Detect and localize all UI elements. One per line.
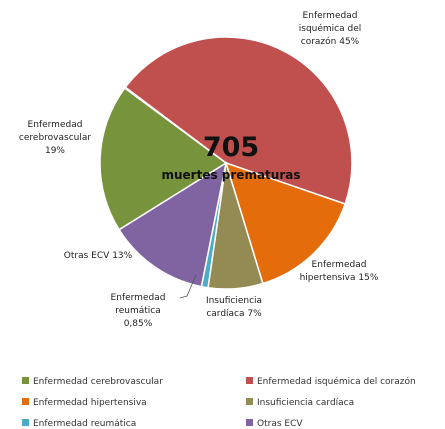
label-value: 15% — [358, 273, 379, 283]
legend-swatch — [246, 398, 253, 405]
label-category: Enfermedad isquémica del corazón — [298, 11, 362, 47]
legend-item: Enfermedad isquémica del corazón — [246, 377, 416, 387]
legend-item: Enfermedad hipertensiva — [22, 398, 147, 408]
leader-line — [179, 274, 197, 299]
pie-slice — [224, 161, 347, 285]
legend-item: Enfermedad reumática — [22, 419, 136, 429]
label-category: Enfermedad reumática — [110, 293, 166, 316]
legend-swatch — [22, 419, 29, 426]
legend-label: Insuficiencia cardíaca — [257, 398, 355, 408]
label-category: Enfermedad hipertensiva — [299, 260, 367, 283]
label-value: 19% — [44, 146, 65, 156]
data-label: Insuficiencia cardíaca 7% — [188, 295, 280, 321]
data-label: Enfermedad reumática 0,85% — [100, 292, 176, 331]
label-value: 13% — [112, 251, 133, 261]
legend-item: Otras ECV — [246, 419, 303, 429]
center-value: 705 — [202, 132, 260, 163]
label-category: Enfermedad cerebrovascular — [18, 120, 92, 143]
legend-swatch — [22, 377, 29, 384]
label-value: 45% — [339, 37, 360, 47]
data-label: Enfermedad isquémica del corazón 45% — [282, 10, 378, 49]
pie-slice — [99, 87, 228, 231]
data-label: Otras ECV 13% — [40, 250, 156, 263]
legend-label: Enfermedad hipertensiva — [33, 398, 147, 408]
legend-label: Enfermedad isquémica del corazón — [257, 377, 416, 387]
label-category: Insuficiencia cardíaca — [205, 296, 263, 319]
legend-label: Enfermedad reumática — [33, 419, 137, 429]
data-label: Enfermedad hipertensiva 15% — [296, 259, 382, 285]
legend-label: Otras ECV — [257, 419, 303, 429]
data-label: Enfermedad cerebrovascular 19% — [8, 119, 102, 158]
pie-slice — [124, 36, 353, 205]
legend-item: Insuficiencia cardíaca — [246, 398, 354, 408]
label-value: 7% — [247, 309, 262, 319]
center-subtitle: muertes prematuras — [161, 168, 301, 182]
pie-slice — [118, 161, 228, 288]
label-value: 0,85% — [123, 319, 153, 329]
legend-swatch — [246, 377, 253, 384]
label-category: Otras ECV — [63, 251, 110, 261]
legend-swatch — [246, 419, 253, 426]
legend-label: Enfermedad cerebrovascular — [33, 377, 163, 387]
legend-swatch — [22, 398, 29, 405]
legend-item: Enfermedad cerebrovascular — [22, 377, 163, 387]
